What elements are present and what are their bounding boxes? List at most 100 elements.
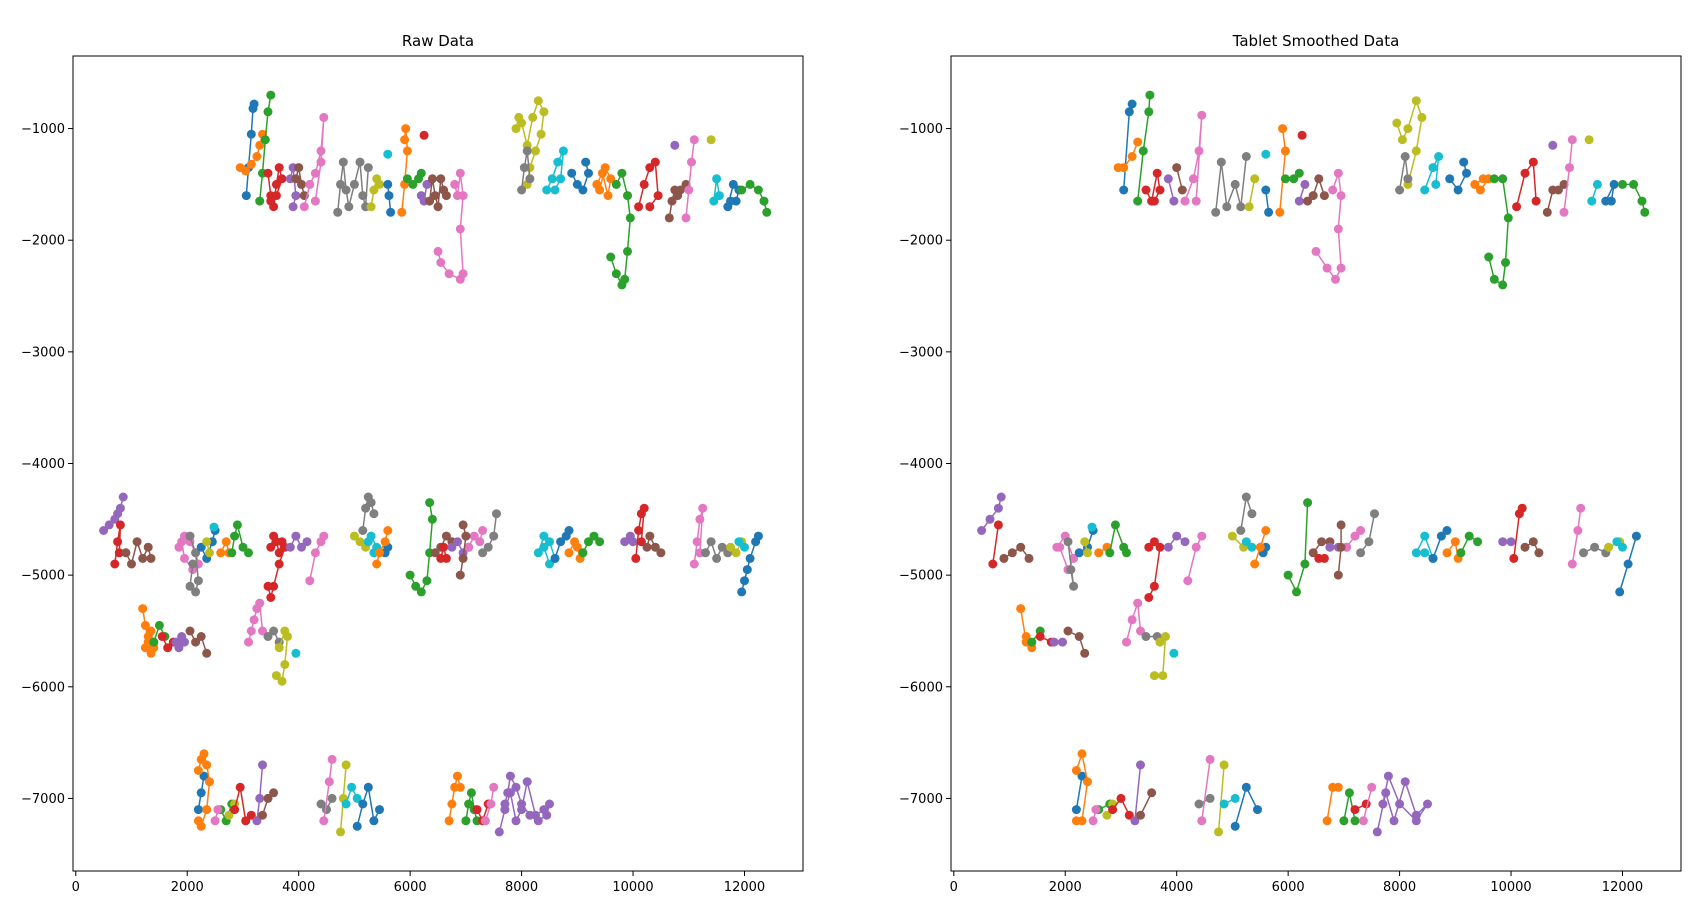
data-point — [1241, 782, 1251, 792]
data-point — [1091, 805, 1101, 815]
stroke-series — [419, 130, 429, 140]
stroke-series — [1333, 520, 1346, 580]
data-point — [1155, 542, 1165, 552]
stroke-series — [1144, 537, 1165, 602]
stroke-line — [336, 161, 370, 213]
data-point — [745, 179, 755, 189]
data-point — [1395, 799, 1405, 809]
data-point — [1211, 207, 1221, 217]
stroke-series — [709, 174, 724, 206]
data-point — [1372, 827, 1382, 837]
data-point — [271, 671, 281, 681]
data-point — [525, 174, 535, 184]
data-point — [1431, 179, 1441, 189]
data-point — [753, 531, 763, 541]
data-point — [1227, 531, 1237, 541]
data-point — [1498, 280, 1508, 290]
stroke-series — [1420, 152, 1444, 195]
data-point — [271, 179, 281, 189]
data-point — [255, 793, 265, 803]
data-point — [1590, 542, 1600, 552]
data-point — [1035, 632, 1045, 641]
data-point — [1623, 559, 1633, 569]
stroke-line — [1423, 156, 1440, 191]
data-point — [731, 548, 741, 558]
data-point — [1197, 110, 1207, 120]
data-point — [1158, 671, 1168, 681]
data-point — [1214, 827, 1223, 837]
data-point — [244, 637, 253, 647]
data-point — [589, 531, 599, 541]
data-point — [347, 782, 357, 792]
data-point — [1222, 202, 1232, 212]
data-point — [726, 196, 736, 206]
stroke-series — [383, 149, 393, 159]
data-point — [1241, 537, 1251, 547]
data-point — [384, 191, 394, 201]
data-point — [472, 805, 482, 815]
y-tick-label: −3000 — [21, 345, 65, 360]
data-point — [246, 159, 256, 169]
x-tick-label: 6000 — [394, 880, 427, 895]
data-point — [461, 816, 471, 826]
data-point — [402, 146, 412, 156]
stroke-series — [341, 782, 362, 809]
stroke-series — [1130, 760, 1145, 826]
data-point — [611, 269, 621, 279]
data-point — [1180, 537, 1190, 547]
stroke-series — [464, 526, 488, 552]
data-point — [533, 816, 543, 826]
stroke-series — [230, 782, 256, 826]
data-point — [1411, 96, 1421, 106]
x-tick-label: 0 — [72, 880, 80, 895]
data-point — [742, 565, 752, 575]
stroke-line — [520, 150, 531, 191]
data-point — [154, 620, 164, 630]
data-point — [1336, 191, 1346, 201]
data-point — [1264, 207, 1274, 217]
data-point — [441, 531, 451, 541]
data-point — [1350, 531, 1360, 541]
data-point — [453, 771, 462, 781]
data-point — [1400, 152, 1410, 161]
stroke-line — [685, 139, 696, 218]
data-point — [274, 559, 284, 569]
data-point — [127, 559, 136, 569]
data-point — [1629, 179, 1639, 189]
data-point — [1640, 207, 1650, 217]
stroke-series — [517, 146, 535, 195]
data-point — [1395, 185, 1405, 195]
data-point — [494, 827, 504, 837]
data-point — [1411, 146, 1421, 156]
stroke-line — [375, 530, 389, 565]
data-point — [985, 514, 995, 524]
data-point — [213, 805, 223, 815]
stroke-series — [1322, 782, 1343, 826]
stroke-series — [1133, 90, 1155, 206]
stroke-series — [316, 793, 337, 815]
data-point — [1378, 799, 1388, 809]
stroke-series — [425, 174, 451, 212]
data-point — [1127, 152, 1137, 161]
stroke-line — [1362, 787, 1373, 821]
data-point — [210, 816, 220, 826]
data-point — [1367, 782, 1377, 792]
data-point — [1292, 587, 1301, 597]
data-point — [196, 542, 206, 552]
data-point — [341, 799, 351, 809]
data-point — [1230, 793, 1240, 803]
data-point — [1420, 531, 1430, 541]
stroke-series — [1194, 793, 1215, 809]
data-point — [1021, 632, 1031, 641]
data-point — [511, 124, 521, 134]
data-point — [1105, 548, 1115, 558]
data-point — [1071, 816, 1081, 826]
data-point — [689, 559, 699, 569]
x-tick-label: 8000 — [1383, 880, 1416, 895]
data-point — [1350, 816, 1360, 826]
stroke-series — [1456, 531, 1483, 558]
stroke-series — [185, 531, 203, 597]
data-point — [1077, 771, 1087, 781]
data-point — [740, 542, 749, 552]
